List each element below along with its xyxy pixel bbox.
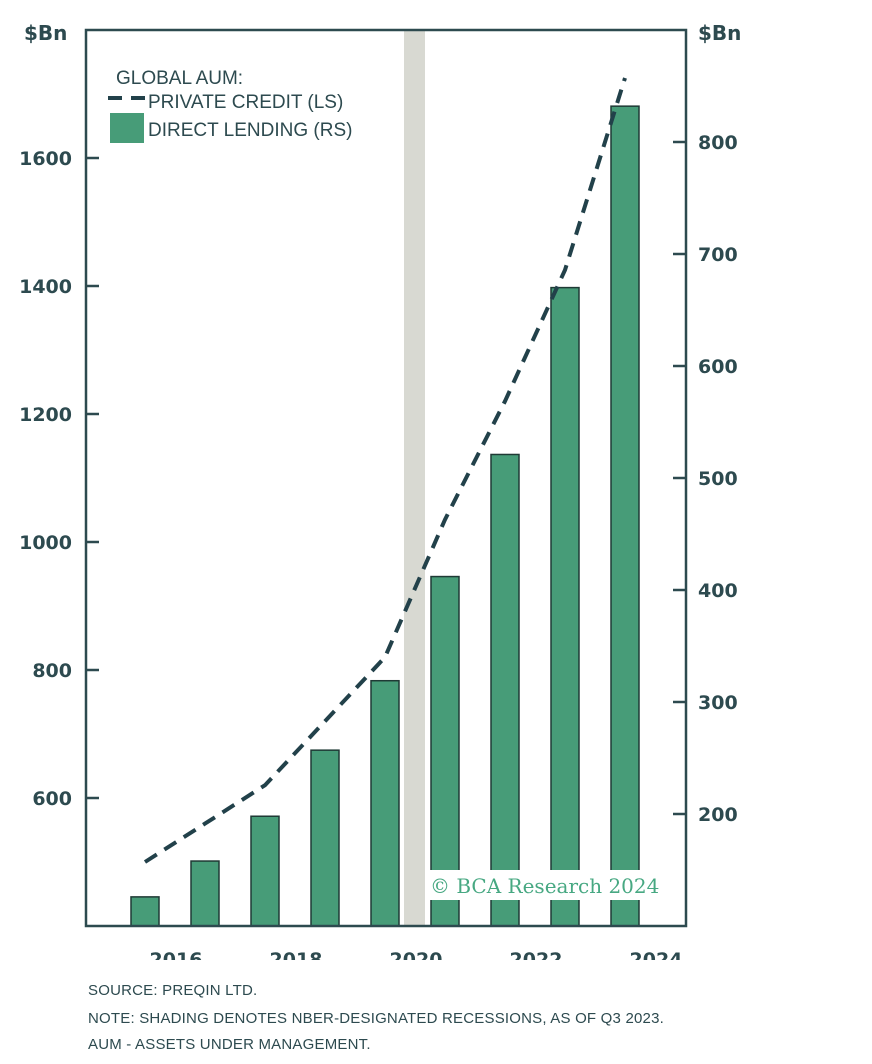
left-tick-label: 800 xyxy=(32,660,72,682)
bar-direct-lending xyxy=(250,815,280,927)
x-tick-label: 2022 xyxy=(510,949,563,960)
x-tick-label: 2020 xyxy=(390,949,443,960)
bar-direct-lending xyxy=(370,679,400,927)
bar-direct-lending xyxy=(130,896,160,927)
left-axis-label: $Bn xyxy=(24,21,67,45)
legend-label-private-credit: PRIVATE CREDIT (LS) xyxy=(148,92,343,113)
chart-svg: © BCA Research 2024 600 800 1000 1200 1400 160… xyxy=(19,21,741,960)
left-tick-label: 1400 xyxy=(19,276,72,298)
bar-direct-lending xyxy=(430,575,460,927)
bar-direct-lending xyxy=(490,453,520,927)
watermark: © BCA Research 2024 xyxy=(430,874,659,898)
legend-bar-swatch xyxy=(110,113,144,143)
right-axis-label: $Bn xyxy=(698,21,741,45)
line-private-credit xyxy=(143,77,627,864)
right-tick-label: 800 xyxy=(698,132,738,154)
bar-direct-lending xyxy=(190,860,220,927)
right-tick-label: 400 xyxy=(698,580,738,602)
legend-label-direct-lending: DIRECT LENDING (RS) xyxy=(148,120,352,141)
bar-direct-lending xyxy=(310,749,340,927)
x-tick-label: 2024 xyxy=(630,949,683,960)
source-note: SOURCE: PREQIN LTD. xyxy=(88,982,258,999)
right-tick-label: 300 xyxy=(698,692,738,714)
x-tick-label: 2016 xyxy=(150,949,203,960)
right-tick-label: 700 xyxy=(698,244,738,266)
shading-note: NOTE: SHADING DENOTES NBER-DESIGNATED RE… xyxy=(88,1010,664,1027)
left-tick-label: 1000 xyxy=(19,532,72,554)
watermark-bg xyxy=(428,870,674,900)
bar-direct-lending xyxy=(550,286,580,927)
aum-note: AUM - ASSETS UNDER MANAGEMENT. xyxy=(88,1036,371,1053)
left-tick-label: 1200 xyxy=(19,404,72,426)
right-tick-label: 500 xyxy=(698,468,738,490)
right-tick-label: 600 xyxy=(698,356,738,378)
bar-direct-lending xyxy=(610,105,640,927)
right-tick-label: 200 xyxy=(698,804,738,826)
x-tick-label: 2018 xyxy=(270,949,323,960)
legend-title: GLOBAL AUM: xyxy=(116,68,243,89)
recession-band xyxy=(404,30,425,926)
left-tick-label: 600 xyxy=(32,788,72,810)
left-tick-label: 1600 xyxy=(19,148,72,170)
